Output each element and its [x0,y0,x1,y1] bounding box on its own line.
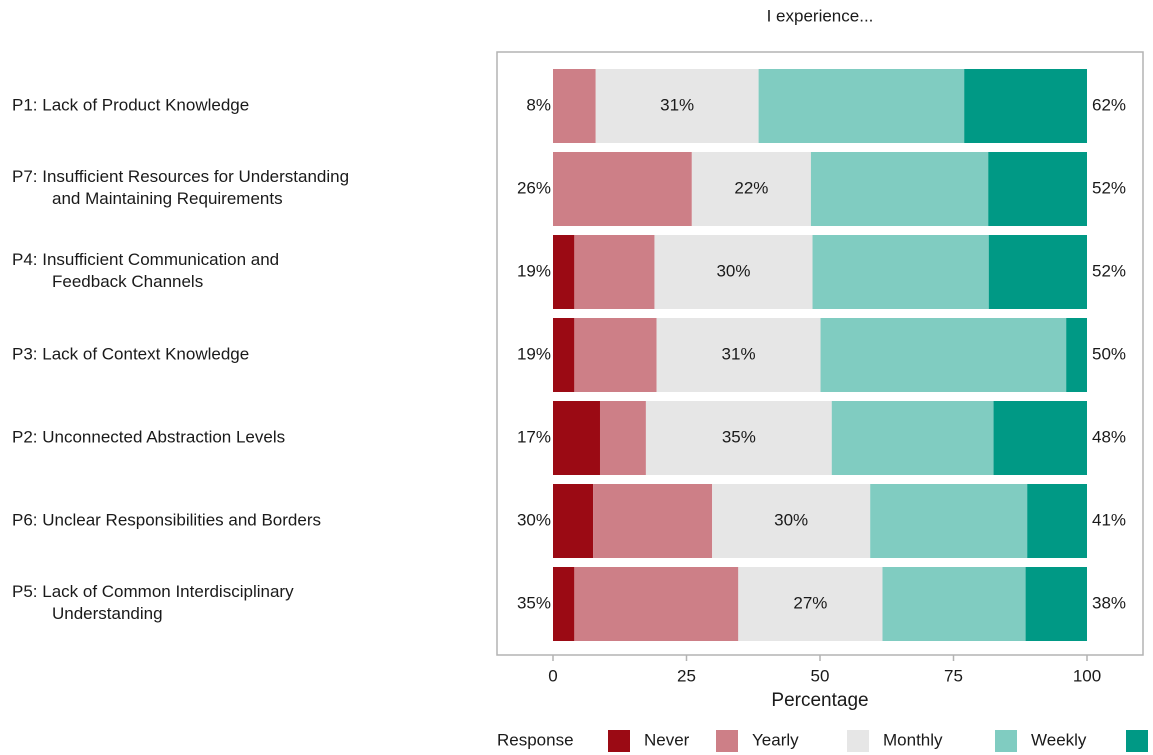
bar-segment [993,401,1087,475]
legend-label: Yearly [752,730,799,749]
center-label: 30% [716,261,750,280]
left-label: 26% [517,178,551,197]
right-label: 50% [1092,344,1126,363]
bar-segment [1025,567,1087,641]
legend-swatch [1126,730,1148,752]
bar-segment [553,401,600,475]
legend-swatch [608,730,630,752]
left-label: 30% [517,510,551,529]
bar-segment [988,152,1087,226]
bar-segment [553,152,692,226]
bar-segment [1066,318,1087,392]
bar-segment [691,152,811,226]
bar-segment [988,235,1087,309]
category-label: P2: Unconnected Abstraction Levels [12,427,285,446]
bar-segment [964,69,1087,143]
left-label: 19% [517,261,551,280]
right-label: 38% [1092,593,1126,612]
bar-segment [656,318,821,392]
x-tick-label: 0 [548,666,557,685]
right-label: 52% [1092,261,1126,280]
x-axis-label: Percentage [771,690,868,711]
bar-segment [1027,484,1087,558]
legend-swatch [716,730,738,752]
center-label: 35% [722,427,756,446]
bar-segment [553,484,594,558]
bar-segment [553,235,575,309]
legend-label: Never [644,730,690,749]
bar-segment [820,318,1067,392]
bar-segment [758,69,965,143]
left-label: 19% [517,344,551,363]
category-label: P6: Unclear Responsibilities and Borders [12,510,321,529]
chart-title: I experience... [767,6,874,25]
center-label: 22% [734,178,768,197]
bar-segment [712,484,871,558]
center-label: 30% [774,510,808,529]
bar-segment [574,318,657,392]
bar-segment [654,235,813,309]
category-label: P3: Lack of Context Knowledge [12,344,249,363]
bar-segment [831,401,994,475]
left-label: 8% [526,95,551,114]
bar-segment [553,69,596,143]
bar-segment [645,401,832,475]
x-tick-label: 25 [677,666,696,685]
bar-segment [810,152,989,226]
x-tick-label: 75 [944,666,963,685]
bar-segment [595,69,759,143]
right-label: 48% [1092,427,1126,446]
bar-segment [870,484,1028,558]
bar-segment [593,484,713,558]
bar-segment [574,567,739,641]
left-label: 17% [517,427,551,446]
bar-segment [574,235,655,309]
left-label: 35% [517,593,551,612]
x-tick-label: 50 [811,666,830,685]
center-label: 27% [793,593,827,612]
center-label: 31% [660,95,694,114]
category-label: P1: Lack of Product Knowledge [12,95,249,114]
legend-title: Response [497,730,574,749]
center-label: 31% [722,344,756,363]
bar-segment [738,567,883,641]
bar-segment [599,401,646,475]
bar-segment [812,235,989,309]
bar-segment [882,567,1026,641]
category-label: P5: Lack of Common Interdisciplinary Unde… [12,582,294,623]
right-label: 52% [1092,178,1126,197]
category-label: P7: Insufficient Resources for Understan… [12,167,349,208]
category-label: P4: Insufficient Communication and Feedba… [12,250,279,291]
bar-segment [553,318,575,392]
legend-label: Monthly [883,730,943,749]
x-tick-label: 100 [1073,666,1101,685]
legend-label: Weekly [1031,730,1087,749]
legend-swatch [847,730,869,752]
right-label: 62% [1092,95,1126,114]
right-label: 41% [1092,510,1126,529]
legend-swatch [995,730,1017,752]
bar-segment [553,567,575,641]
